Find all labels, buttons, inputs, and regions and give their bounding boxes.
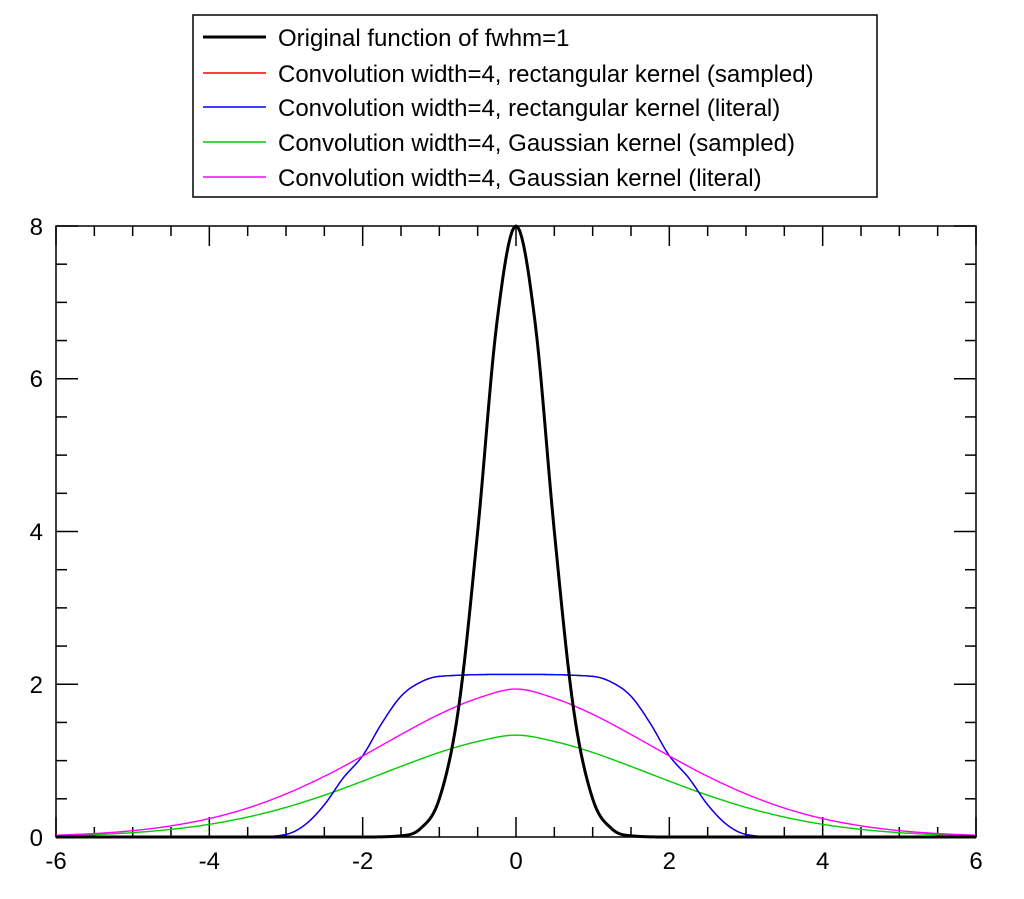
x-tick-label: 4 (816, 848, 829, 875)
y-tick-label: 4 (30, 519, 43, 546)
series-line-5 (55, 688, 977, 836)
y-tick-label: 0 (30, 825, 43, 852)
x-tick-label: -4 (199, 848, 220, 875)
legend: Original function of fwhm=1 Convolution w… (192, 14, 878, 198)
y-tick-label: 2 (30, 672, 43, 699)
x-tick-label: -6 (45, 848, 66, 875)
x-tick-labels: -6 -4 -2 0 2 4 6 (45, 848, 982, 875)
plot-frame (55, 225, 977, 838)
series-layer (55, 224, 977, 839)
legend-box (192, 14, 878, 198)
x-tick-label: -2 (352, 848, 373, 875)
legend-label: Convolution width=4, Gaussian kernel (li… (278, 165, 762, 192)
x-tick-label: 0 (509, 848, 522, 875)
legend-label: Convolution width=4, rectangular kernel … (278, 95, 780, 122)
axis-ticks (55, 225, 977, 838)
y-tick-labels: 0 2 4 6 8 (30, 214, 43, 852)
y-tick-label: 6 (30, 366, 43, 393)
series-line-4 (55, 734, 977, 837)
x-tick-label: 2 (663, 848, 676, 875)
series-line-2 (56, 673, 976, 838)
x-tick-label: 6 (969, 848, 982, 875)
series-line-3 (56, 673, 976, 838)
legend-label: Original function of fwhm=1 (278, 25, 569, 52)
series-line-1 (56, 224, 976, 839)
y-tick-label: 8 (30, 214, 43, 241)
legend-label: Convolution width=4, rectangular kernel … (278, 61, 814, 88)
legend-label: Convolution width=4, Gaussian kernel (sa… (278, 130, 795, 157)
legend-entries: Original function of fwhm=1 Convolution w… (203, 25, 814, 192)
